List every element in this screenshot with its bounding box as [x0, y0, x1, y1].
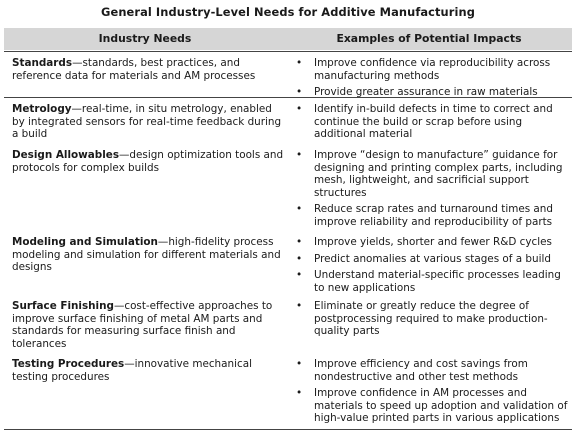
section-rule	[4, 97, 572, 98]
need-term: Testing Procedures	[12, 358, 125, 370]
need-description: —cost-effective approaches to improve su…	[12, 300, 273, 350]
impact-text: Predict anomalies at various stages of a…	[314, 252, 551, 265]
list-item: • Improve confidence in AM processes and …	[296, 387, 568, 425]
industry-need-cell: Design Allowables—design optimization to…	[12, 149, 284, 174]
impacts-list: • Identify in-build defects in time to co…	[296, 103, 568, 145]
list-item: • Reduce scrap rates and turnaround times…	[296, 203, 568, 228]
impacts-list: • Improve confidence via reproducibility …	[296, 57, 568, 103]
list-item: • Improve efficiency and cost savings fro…	[296, 358, 568, 383]
bullet-icon: •	[296, 57, 303, 69]
impact-text: Improve confidence in AM processes and m…	[314, 387, 568, 425]
need-description: —innovative mechanical testing procedure…	[12, 358, 252, 383]
need-term: Design Allowables	[12, 149, 120, 161]
need-description: —high-fidelity process modeling and simu…	[12, 236, 281, 274]
bullet-icon: •	[296, 103, 303, 115]
bullet-icon: •	[296, 149, 303, 161]
impact-text: Improve “design to manufacture” guidance…	[314, 149, 563, 199]
list-item: • Predict anomalies at various stages of …	[296, 253, 568, 266]
impact-text: Identify in-build defects in time to cor…	[314, 103, 553, 141]
bullet-icon: •	[296, 252, 303, 265]
column-header-industry-needs: Industry Needs	[98, 32, 192, 45]
impact-text: Eliminate or greatly reduce the degree o…	[314, 300, 548, 338]
list-item: • Eliminate or greatly reduce the degree …	[296, 300, 568, 338]
impact-text: Understand material-specific processes l…	[314, 269, 561, 294]
need-term: Metrology	[12, 103, 72, 115]
impacts-list: • Eliminate or greatly reduce the degree …	[296, 300, 568, 342]
table-caption: General Industry-Level Needs for Additiv…	[101, 5, 475, 19]
industry-need-cell: Testing Procedures—innovative mechanical…	[12, 358, 284, 383]
impacts-list: • Improve “design to manufacture” guidanc…	[296, 149, 568, 233]
need-description: —standards, best practices, and referenc…	[12, 57, 256, 82]
need-description: —real-time, in situ metrology, enabled b…	[12, 103, 282, 141]
need-term: Surface Finishing	[12, 300, 114, 312]
table-header: Industry Needs Examples of Potential Imp…	[4, 28, 572, 50]
list-item: • Improve yields, shorter and fewer R&D c…	[296, 236, 568, 249]
impact-text: Provide greater assurance in raw materia…	[314, 86, 538, 99]
need-term: Modeling and Simulation	[12, 236, 158, 248]
list-item: • Provide greater assurance in raw materi…	[296, 86, 568, 99]
industry-need-cell: Metrology—real-time, in situ metrology, …	[12, 103, 284, 141]
need-term: Standards	[12, 57, 73, 69]
bullet-icon: •	[296, 86, 303, 99]
list-item: • Identify in-build defects in time to co…	[296, 103, 568, 141]
impact-text: Improve yields, shorter and fewer R&D cy…	[314, 236, 552, 248]
industry-need-cell: Modeling and Simulation—high-fidelity pr…	[12, 236, 284, 274]
bullet-icon: •	[296, 358, 303, 370]
list-item: • Improve “design to manufacture” guidanc…	[296, 149, 568, 199]
bullet-icon: •	[296, 387, 303, 400]
impacts-list: • Improve efficiency and cost savings fro…	[296, 358, 568, 429]
industry-need-cell: Surface Finishing—cost-effective approac…	[12, 300, 284, 350]
impacts-list: • Improve yields, shorter and fewer R&D c…	[296, 236, 568, 298]
bullet-icon: •	[296, 269, 303, 282]
bullet-icon: •	[296, 236, 303, 248]
impact-text: Improve efficiency and cost savings from…	[314, 358, 528, 383]
impact-text: Reduce scrap rates and turnaround times …	[314, 203, 553, 228]
impact-text: Improve confidence via reproducibility a…	[314, 57, 551, 82]
industry-need-cell: Standards—standards, best practices, and…	[12, 57, 284, 82]
table-bottom-rule	[4, 429, 572, 430]
need-description: —design optimization tools and protocols…	[12, 149, 284, 174]
column-header-potential-impacts: Examples of Potential Impacts	[336, 32, 522, 45]
list-item: • Understand material-specific processes …	[296, 269, 568, 294]
bullet-icon: •	[296, 203, 303, 216]
bullet-icon: •	[296, 300, 303, 312]
list-item: • Improve confidence via reproducibility …	[296, 57, 568, 82]
header-rule	[4, 51, 572, 52]
